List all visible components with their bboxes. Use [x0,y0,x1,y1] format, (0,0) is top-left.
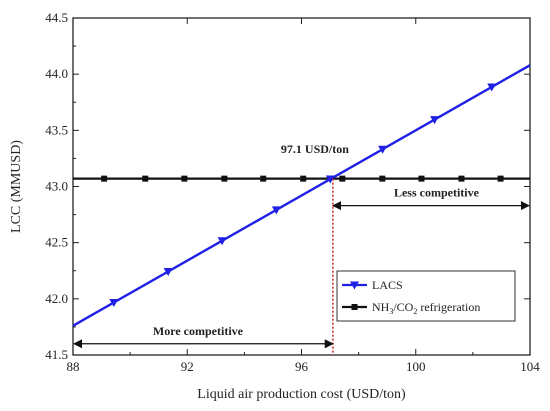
legend-swatch-marker [350,281,359,290]
y-tick-label: 43.0 [45,179,68,194]
y-tick-label: 44.0 [45,66,68,81]
y-tick-label: 42.5 [45,235,68,250]
legend-label: LACS [372,278,403,292]
x-tick-label: 104 [520,359,540,374]
data-point [379,175,386,182]
y-tick-label: 43.5 [45,122,68,137]
y-tick-label: 44.5 [45,10,68,25]
x-tick-label: 96 [295,359,309,374]
legend-entry-lacs: LACS [342,278,403,292]
y-axis-title: LCC (MMUSD) [9,140,24,233]
y-tick-label: 41.5 [45,347,68,362]
data-point [260,175,267,182]
data-point [300,175,307,182]
data-point [339,175,346,182]
x-tick-label: 92 [181,359,194,374]
data-point [163,268,173,277]
data-point [101,175,108,182]
data-point [181,175,188,182]
legend-box [336,270,516,322]
series-lacs [72,64,531,327]
data-point [430,116,440,125]
data-point [221,175,228,182]
data-point [217,237,227,246]
more-competitive-label: More competitive [153,324,244,338]
data-point [487,83,497,92]
data-point [271,206,281,215]
legend-label: NH3/CO2 refrigeration [372,300,480,316]
x-axis-title: Liquid air production cost (USD/ton) [197,387,406,402]
legend: LACS NH3/CO2 refrigeration [336,270,516,322]
data-point [458,175,465,182]
series-layer [72,64,531,355]
data-point [497,175,504,182]
series-line [72,64,531,327]
annotations: 97.1 USD/ton Less competitive More compe… [153,142,480,338]
x-tick-label: 100 [406,359,426,374]
legend-entry-nh3-co2: NH3/CO2 refrigeration [342,300,480,316]
crossover-label: 97.1 USD/ton [281,142,349,156]
data-point [109,299,119,308]
axes: 88 92 96 100 104 41.5 42.0 42.5 43.0 43.5 44.0 44.5 [45,10,540,374]
legend-swatch-marker [351,304,358,310]
data-point [418,175,425,182]
y-tick-label: 42.0 [45,291,68,306]
less-competitive-label: Less competitive [394,186,480,200]
series-nh3-co2 [73,175,530,182]
data-point [142,175,149,182]
x-tick-label: 88 [67,359,80,374]
data-point [325,175,335,184]
data-point [378,145,388,154]
